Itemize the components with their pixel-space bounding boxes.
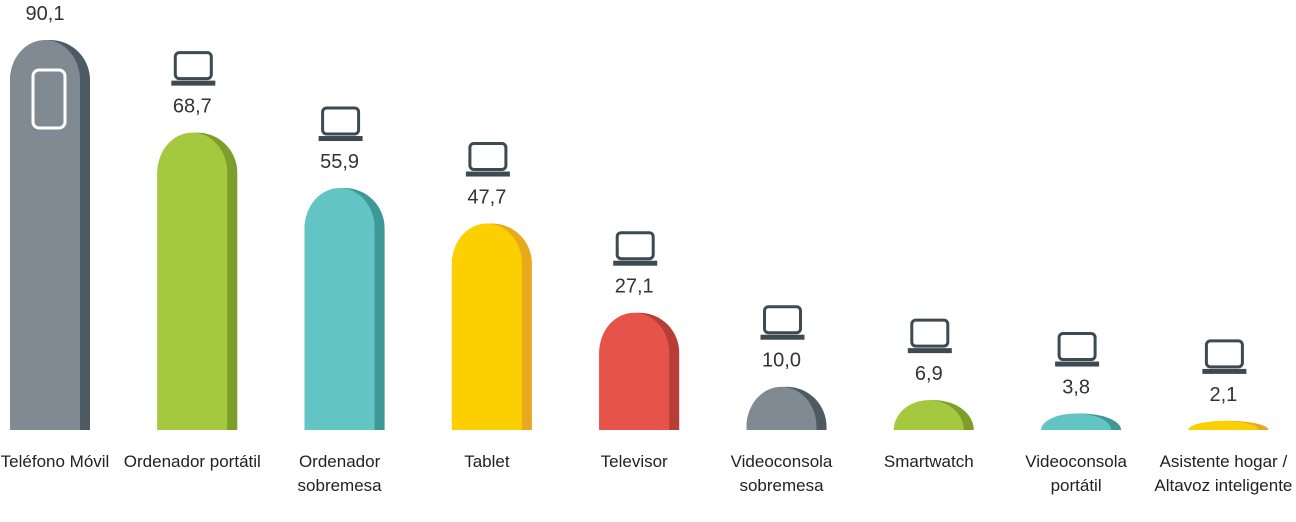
value-label: 47,7 [467,187,506,209]
icon-base [1202,368,1247,374]
value-label: 2,1 [1209,384,1237,406]
icon-base [318,136,363,142]
bar [1188,420,1259,430]
bar [1041,413,1112,430]
icon [1057,332,1097,362]
value-label: 10,0 [762,350,801,372]
icon-base [1055,361,1100,367]
bar [10,40,80,430]
bar [304,188,375,430]
icon [173,51,213,81]
category-label: Smartwatch [883,452,974,471]
value-label: 90,1 [26,3,65,25]
category-label: Ordenador portátil [123,452,261,471]
icon [1204,339,1244,369]
value-label: 6,9 [915,363,943,385]
value-label: 27,1 [615,276,654,298]
icon-base [171,80,216,86]
value-label: 55,9 [320,151,359,173]
category-label: Videoconsola portátil [1025,452,1127,495]
icon [468,142,508,172]
bar [157,132,228,430]
category-label: Videoconsola sobremesa [730,452,833,495]
icon-base [760,334,805,340]
icon [321,106,361,136]
icon-base [907,348,952,354]
category-label: Tablet [464,452,510,471]
icon [31,68,67,130]
bar [746,386,817,430]
value-label: 68,7 [173,96,212,118]
category-label: Televisor [600,452,668,471]
category-label: Asistente hogar / Altavoz inteligente [1154,452,1293,495]
category-label: Teléfono Móvil [0,452,110,471]
icon-base [465,171,510,177]
bar [451,223,522,430]
bar [599,312,670,430]
bar [893,400,964,430]
category-label: Ordenador sobremesa [297,452,382,495]
icon-base [613,260,658,266]
icon [763,305,802,335]
icon [615,231,655,261]
icon [910,318,950,348]
value-label: 3,8 [1062,377,1090,399]
